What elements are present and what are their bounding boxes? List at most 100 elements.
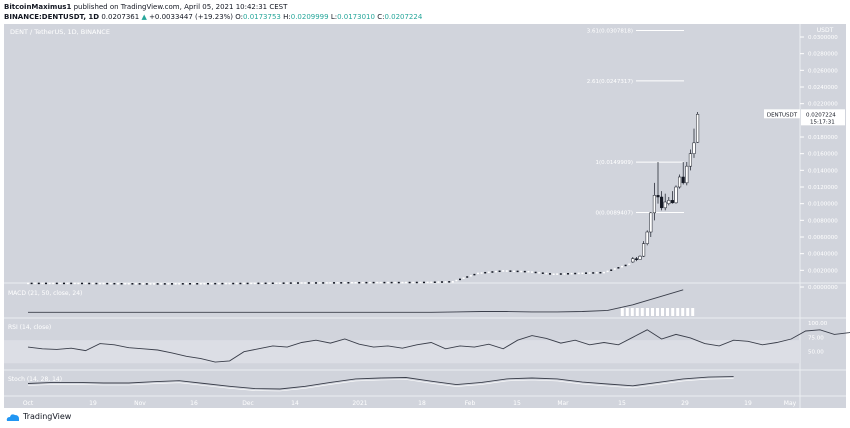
x-tick-label: May bbox=[784, 400, 797, 407]
price-chart[interactable]: DENT / TetherUS, 1D, BINANCE USDT0.030000… bbox=[0, 0, 850, 410]
candle bbox=[81, 282, 83, 285]
candle bbox=[376, 281, 379, 284]
candle bbox=[210, 282, 213, 285]
candle bbox=[124, 283, 127, 285]
rsi-tick-label: 100.00 bbox=[808, 321, 828, 327]
candle bbox=[289, 282, 292, 284]
candle bbox=[189, 283, 191, 285]
candle bbox=[325, 282, 328, 284]
rsi-tick-label: 75.00 bbox=[808, 335, 824, 341]
candle bbox=[340, 282, 343, 284]
candle-body bbox=[663, 201, 667, 209]
publisher-name[interactable]: BitcoinMaximus1 bbox=[4, 3, 72, 11]
y-tick-label: 0.0240000 bbox=[808, 85, 838, 91]
candle bbox=[167, 283, 170, 285]
candle bbox=[127, 283, 130, 285]
candle bbox=[401, 281, 404, 284]
candle-body bbox=[667, 200, 671, 204]
fib-level-label: 3.61(0.0307818) bbox=[587, 28, 633, 34]
candle bbox=[491, 271, 494, 273]
y-tick-label: 0.0180000 bbox=[808, 135, 838, 141]
candle bbox=[621, 265, 623, 268]
candle bbox=[88, 282, 91, 285]
candle bbox=[534, 271, 537, 274]
candle bbox=[408, 281, 411, 284]
candle bbox=[383, 281, 386, 284]
candle bbox=[117, 282, 119, 285]
candle-body bbox=[634, 258, 638, 260]
candle bbox=[318, 282, 321, 284]
macd-histogram-bar bbox=[651, 308, 654, 316]
candle bbox=[574, 272, 577, 275]
change: +0.0033447 (+19.23%) bbox=[149, 13, 234, 21]
candle bbox=[484, 271, 487, 274]
candle bbox=[192, 283, 195, 285]
candle bbox=[91, 282, 94, 285]
indicator-title: MACD (21, 50, close, 24) bbox=[8, 290, 82, 297]
candle bbox=[95, 282, 98, 285]
candle bbox=[268, 282, 271, 285]
candle bbox=[451, 281, 454, 283]
up-arrow-icon: ▲ bbox=[141, 13, 147, 21]
candle-body bbox=[652, 195, 656, 214]
indicator-title: Stoch (14, 28, 14) bbox=[8, 376, 62, 383]
candle bbox=[55, 282, 58, 285]
candle bbox=[577, 272, 580, 275]
y-tick-label: 0.0040000 bbox=[808, 252, 838, 258]
x-tick-label: Feb bbox=[465, 400, 476, 407]
candle bbox=[480, 272, 483, 274]
candle bbox=[513, 270, 515, 273]
candle bbox=[430, 281, 433, 284]
macd-histogram-bar bbox=[625, 308, 629, 316]
candle bbox=[552, 273, 555, 275]
candle bbox=[257, 282, 260, 285]
candle bbox=[160, 283, 163, 285]
candle bbox=[59, 282, 62, 285]
candle bbox=[441, 281, 443, 283]
candle bbox=[286, 282, 289, 284]
macd-histogram-bar bbox=[646, 308, 649, 316]
y-tick-label: 0.0080000 bbox=[808, 218, 838, 224]
candle bbox=[225, 282, 227, 285]
candle bbox=[63, 282, 65, 285]
candle bbox=[477, 272, 479, 275]
candle bbox=[361, 281, 364, 284]
candle-body bbox=[631, 258, 635, 263]
x-tick-label: Dec bbox=[242, 400, 254, 407]
open-value: 0.0173753 bbox=[243, 13, 281, 21]
x-tick-label: 2021 bbox=[352, 400, 367, 407]
tradingview-logo[interactable]: TradingView bbox=[6, 412, 71, 421]
indicator-title: RSI (14, close) bbox=[8, 324, 51, 331]
candle bbox=[77, 282, 80, 285]
candle bbox=[559, 273, 562, 275]
candle-body bbox=[656, 195, 660, 198]
candle bbox=[462, 277, 465, 279]
candle bbox=[556, 273, 559, 275]
candle bbox=[37, 282, 40, 285]
fib-level-label: 2.61(0.0247317) bbox=[587, 79, 633, 85]
x-tick-label: 14 bbox=[291, 400, 299, 407]
price-label-bg bbox=[801, 109, 845, 126]
rsi-band bbox=[4, 340, 800, 364]
candle-body bbox=[645, 231, 649, 244]
candle bbox=[145, 283, 148, 285]
low-value: 0.0173010 bbox=[337, 13, 375, 21]
publish-date: published on TradingView.com, April 05, … bbox=[73, 3, 288, 11]
candle-body bbox=[660, 196, 664, 209]
candle bbox=[156, 283, 159, 285]
y-tick-label: 0.0220000 bbox=[808, 102, 838, 108]
macd-histogram-bar bbox=[681, 308, 685, 316]
candle bbox=[131, 283, 134, 285]
candle bbox=[412, 281, 415, 284]
rsi-tick-label: 50.00 bbox=[808, 350, 824, 356]
candle bbox=[109, 282, 112, 285]
x-tick-label: 19 bbox=[744, 400, 752, 407]
price-label-symbol-bg bbox=[764, 109, 800, 119]
candle bbox=[628, 263, 631, 265]
candle bbox=[343, 282, 346, 284]
candle bbox=[293, 282, 296, 284]
candle bbox=[185, 283, 188, 285]
candle bbox=[120, 282, 123, 285]
y-tick-label: 0.0020000 bbox=[808, 268, 838, 274]
candle bbox=[347, 282, 350, 284]
